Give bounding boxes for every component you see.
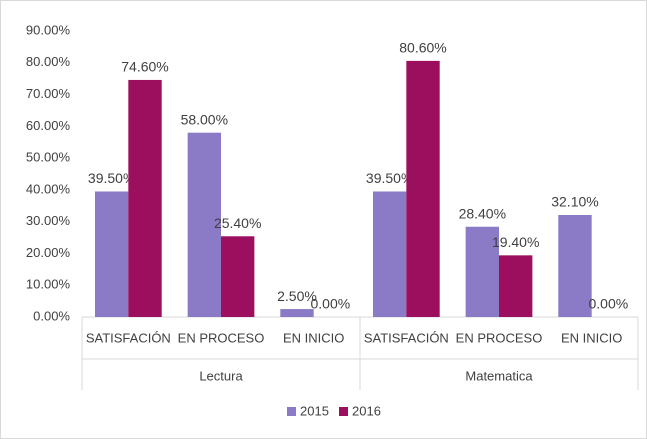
legend-swatch xyxy=(339,407,348,416)
y-tick-label: 30.00% xyxy=(26,213,71,228)
y-tick-label: 90.00% xyxy=(26,22,71,37)
data-label: 0.00% xyxy=(588,296,628,312)
y-tick-label: 40.00% xyxy=(26,181,71,196)
data-label: 74.60% xyxy=(121,59,168,75)
data-label: 39.50% xyxy=(366,170,413,186)
data-label: 80.60% xyxy=(399,40,446,56)
data-label: 25.40% xyxy=(214,215,261,231)
group-label: Lectura xyxy=(199,368,243,383)
x-tick-label: SATISFACIÓN xyxy=(364,330,449,345)
bar xyxy=(221,236,255,317)
legend-label: 2016 xyxy=(352,403,381,418)
bar xyxy=(187,132,221,317)
x-tick-label: EN INICIO xyxy=(561,330,622,345)
bar xyxy=(94,191,129,317)
legend-label: 2015 xyxy=(300,403,329,418)
y-tick-label: 20.00% xyxy=(26,245,71,260)
bar xyxy=(558,214,592,317)
y-tick-label: 10.00% xyxy=(26,277,71,292)
data-label: 0.00% xyxy=(310,296,350,312)
data-label: 39.50% xyxy=(88,170,135,186)
data-label: 19.40% xyxy=(492,234,539,250)
bar xyxy=(465,226,499,317)
bar xyxy=(128,79,162,317)
bar xyxy=(280,309,314,317)
y-tick-label: 50.00% xyxy=(26,150,71,165)
x-tick-label: EN INICIO xyxy=(283,330,344,345)
data-label: 2.50% xyxy=(277,288,317,304)
data-label: 32.10% xyxy=(551,194,598,210)
y-tick-label: 80.00% xyxy=(26,54,71,69)
x-tick-label: EN PROCESO xyxy=(456,330,543,345)
x-tick-label: EN PROCESO xyxy=(178,330,265,345)
group-label: Matematica xyxy=(465,368,533,383)
data-label: 58.00% xyxy=(181,111,228,127)
y-tick-label: 70.00% xyxy=(26,86,71,101)
legend-swatch xyxy=(287,407,296,416)
data-label: 28.40% xyxy=(459,205,506,221)
x-tick-label: SATISFACIÓN xyxy=(86,330,171,345)
bar xyxy=(372,191,407,317)
bar xyxy=(406,60,440,317)
y-tick-label: 0.00% xyxy=(33,308,70,323)
bar xyxy=(499,255,533,317)
y-tick-label: 60.00% xyxy=(26,118,71,133)
